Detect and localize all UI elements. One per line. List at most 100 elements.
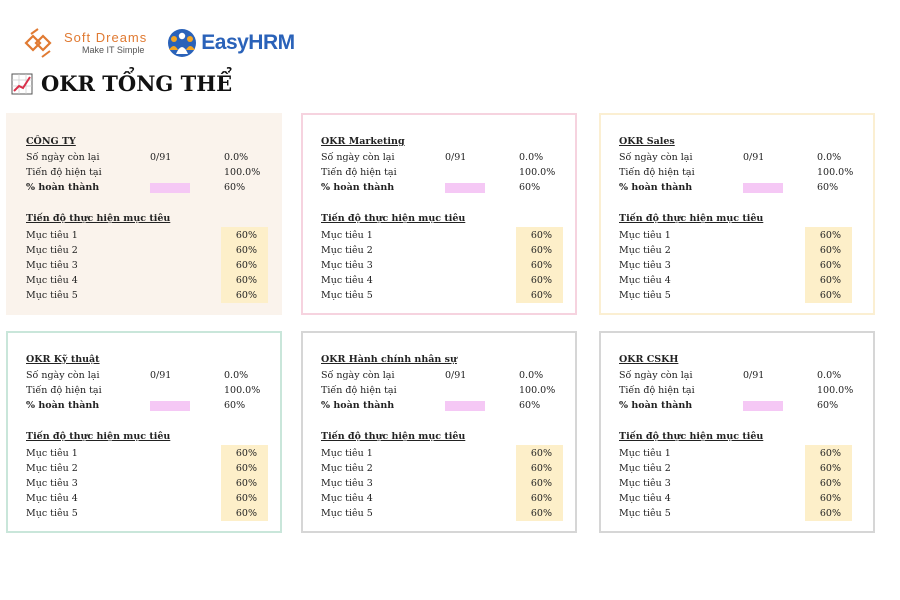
header: Soft Dreams Make IT Simple EasyHRM xyxy=(22,26,295,60)
goals-highlight xyxy=(516,227,563,303)
percent-complete-label: % hoàn thành xyxy=(321,182,395,193)
goal-value: 60% xyxy=(235,493,257,504)
page-title: OKR TỔNG THỂ xyxy=(11,71,232,96)
goals-section-title: Tiến độ thực hiện mục tiêu xyxy=(321,213,466,224)
goal-value: 60% xyxy=(530,275,552,286)
goal-value: 60% xyxy=(235,275,257,286)
goal-value: 60% xyxy=(235,463,257,474)
goal-label: Mục tiêu 2 xyxy=(26,245,78,256)
goal-value: 60% xyxy=(530,245,552,256)
goal-value: 60% xyxy=(235,230,257,241)
goal-value: 60% xyxy=(819,245,841,256)
days-left-value: 0/91 xyxy=(743,370,765,381)
percent-complete-label: % hoàn thành xyxy=(26,400,100,411)
goals-highlight xyxy=(221,445,268,521)
goal-label: Mục tiêu 1 xyxy=(619,230,671,241)
days-left-value: 0/91 xyxy=(150,370,172,381)
days-left-row: Số ngày còn lại 0/91 0.0% xyxy=(321,151,571,165)
days-left-pct: 0.0% xyxy=(817,152,842,163)
goal-row: Mục tiêu 4 60% xyxy=(619,273,859,288)
days-left-pct: 0.0% xyxy=(519,152,544,163)
goal-value: 60% xyxy=(530,260,552,271)
current-progress-label: Tiến độ hiện tại xyxy=(619,385,695,396)
goal-value: 60% xyxy=(819,478,841,489)
softdreams-name: Soft Dreams xyxy=(64,30,148,45)
goal-label: Mục tiêu 4 xyxy=(321,493,373,504)
goal-value: 60% xyxy=(530,508,552,519)
days-left-pct: 0.0% xyxy=(817,370,842,381)
goal-value: 60% xyxy=(819,230,841,241)
goal-label: Mục tiêu 4 xyxy=(619,493,671,504)
panel-title: OKR Kỹ thuật xyxy=(26,354,100,365)
goal-value: 60% xyxy=(530,463,552,474)
goal-row: Mục tiêu 1 60% xyxy=(321,228,561,243)
percent-complete-row: % hoàn thành 60% xyxy=(26,399,276,413)
goal-value: 60% xyxy=(530,448,552,459)
percent-complete-row: % hoàn thành 60% xyxy=(619,399,869,413)
days-left-label: Số ngày còn lại xyxy=(619,370,693,381)
goal-row: Mục tiêu 5 60% xyxy=(619,506,859,521)
percent-complete-row: % hoàn thành 60% xyxy=(26,181,276,195)
goal-row: Mục tiêu 1 60% xyxy=(26,446,266,461)
days-left-row: Số ngày còn lại 0/91 0.0% xyxy=(26,151,276,165)
goal-label: Mục tiêu 5 xyxy=(321,508,373,519)
easyhrm-logo: EasyHRM xyxy=(165,28,295,58)
current-progress-value: 100.0% xyxy=(817,167,854,178)
goal-value: 60% xyxy=(235,478,257,489)
percent-complete-value: 60% xyxy=(817,182,839,193)
goal-value: 60% xyxy=(235,260,257,271)
goal-value: 60% xyxy=(235,245,257,256)
softdreams-logo: Soft Dreams Make IT Simple xyxy=(22,28,147,58)
softdreams-tagline: Make IT Simple xyxy=(82,45,145,55)
days-left-pct: 0.0% xyxy=(519,370,544,381)
goal-value: 60% xyxy=(819,463,841,474)
easyhrm-name: EasyHRM xyxy=(201,31,295,54)
days-left-value: 0/91 xyxy=(445,152,467,163)
days-left-row: Số ngày còn lại 0/91 0.0% xyxy=(619,151,869,165)
okr-panel: OKR CSKH Số ngày còn lại 0/91 0.0% Tiến độ h… xyxy=(599,331,875,533)
goal-label: Mục tiêu 4 xyxy=(26,275,78,286)
percent-complete-value: 60% xyxy=(224,400,246,411)
current-progress-label: Tiến độ hiện tại xyxy=(321,385,397,396)
percent-complete-row: % hoàn thành 60% xyxy=(321,181,571,195)
days-left-label: Số ngày còn lại xyxy=(26,152,100,163)
easyhrm-logo-icon xyxy=(168,29,197,57)
current-progress-value: 100.0% xyxy=(224,167,261,178)
percent-complete-value: 60% xyxy=(224,182,246,193)
goal-value: 60% xyxy=(819,290,841,301)
goal-row: Mục tiêu 1 60% xyxy=(619,446,859,461)
percent-complete-row: % hoàn thành 60% xyxy=(321,399,571,413)
goal-label: Mục tiêu 5 xyxy=(26,290,78,301)
goal-row: Mục tiêu 3 60% xyxy=(619,258,859,273)
goal-label: Mục tiêu 1 xyxy=(321,448,373,459)
days-left-label: Số ngày còn lại xyxy=(619,152,693,163)
goal-row: Mục tiêu 1 60% xyxy=(26,228,266,243)
goal-value: 60% xyxy=(819,260,841,271)
chart-increasing-icon xyxy=(11,73,33,94)
percent-complete-bar xyxy=(743,183,783,193)
percent-complete-bar xyxy=(445,183,485,193)
panel-title: OKR Marketing xyxy=(321,136,405,147)
goal-row: Mục tiêu 4 60% xyxy=(26,273,266,288)
current-progress-row: Tiến độ hiện tại 100.0% xyxy=(321,384,571,398)
current-progress-label: Tiến độ hiện tại xyxy=(321,167,397,178)
goal-label: Mục tiêu 3 xyxy=(321,260,373,271)
goal-label: Mục tiêu 1 xyxy=(321,230,373,241)
goals-section-title: Tiến độ thực hiện mục tiêu xyxy=(321,431,466,442)
goal-row: Mục tiêu 4 60% xyxy=(321,491,561,506)
okr-panel: OKR Marketing Số ngày còn lại 0/91 0.0% Tiến… xyxy=(301,113,577,315)
goals-highlight xyxy=(805,227,852,303)
goal-row: Mục tiêu 3 60% xyxy=(321,476,561,491)
goal-value: 60% xyxy=(530,493,552,504)
goal-row: Mục tiêu 5 60% xyxy=(26,288,266,303)
panel-title: CÔNG TY xyxy=(26,136,76,147)
days-left-value: 0/91 xyxy=(743,152,765,163)
goal-row: Mục tiêu 2 60% xyxy=(619,243,859,258)
goal-label: Mục tiêu 4 xyxy=(619,275,671,286)
goal-row: Mục tiêu 5 60% xyxy=(26,506,266,521)
goal-label: Mục tiêu 3 xyxy=(619,478,671,489)
days-left-row: Số ngày còn lại 0/91 0.0% xyxy=(619,369,869,383)
goals-highlight xyxy=(516,445,563,521)
goal-value: 60% xyxy=(530,290,552,301)
goal-label: Mục tiêu 1 xyxy=(26,448,78,459)
